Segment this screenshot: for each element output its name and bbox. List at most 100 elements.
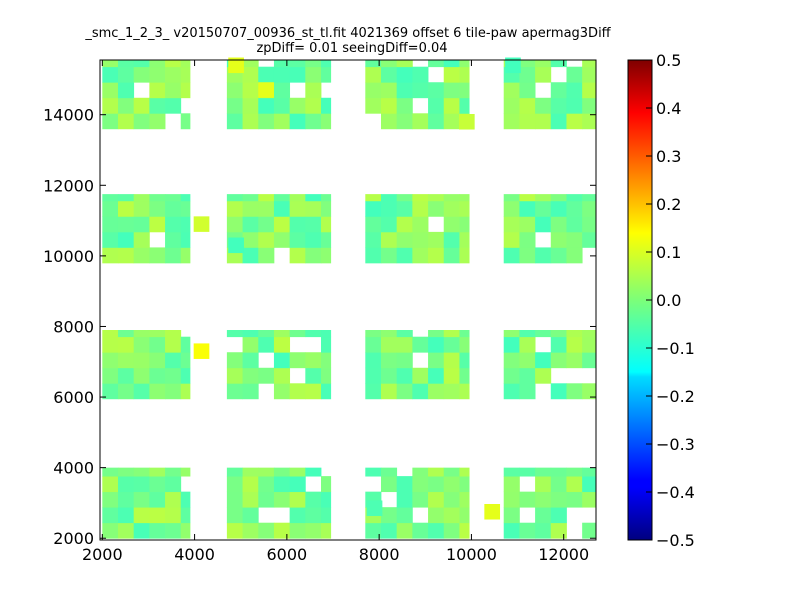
- heatmap-cell: [582, 476, 597, 493]
- y-tick-label: 4000: [53, 459, 94, 478]
- heatmap-cell: [165, 194, 182, 202]
- heatmap-cell: [365, 60, 382, 68]
- heatmap-cell: [226, 367, 243, 384]
- heatmap-cell: [428, 200, 445, 217]
- heatmap-cell: [519, 194, 536, 202]
- heatmap-cell: [305, 330, 322, 338]
- heatmap-cell: [102, 194, 119, 202]
- heatmap-cell: [380, 60, 398, 68]
- heatmap-cell: [149, 476, 166, 493]
- heatmap-cell: [165, 231, 182, 248]
- heatmap-cell: [133, 476, 150, 493]
- heatmap-cell: [550, 522, 567, 539]
- heatmap-cell: [582, 216, 597, 233]
- heatmap-cell: [273, 97, 291, 114]
- heatmap-cell: [459, 367, 470, 384]
- heatmap-cell: [305, 507, 322, 524]
- heatmap-cell: [365, 194, 382, 202]
- heatmap-cell: [566, 82, 583, 99]
- heatmap-cell: [459, 491, 470, 508]
- heatmap-cell-highlight: [193, 216, 210, 232]
- heatmap-cell: [443, 200, 460, 217]
- heatmap-cell: [550, 82, 567, 99]
- heatmap-cell: [273, 231, 291, 248]
- heatmap-cell: [380, 113, 398, 130]
- heatmap-cell: [503, 194, 520, 202]
- heatmap-cell: [102, 507, 119, 524]
- heatmap-cell: [117, 231, 135, 248]
- heatmap-cell: [535, 97, 552, 114]
- heatmap-cell: [133, 66, 150, 83]
- heatmap-cell: [289, 383, 306, 400]
- x-tick-label: 6000: [267, 545, 308, 564]
- heatmap-cell: [535, 522, 552, 539]
- heatmap-cell: [396, 336, 413, 353]
- heatmap-cell: [519, 367, 536, 384]
- heatmap-cell: [519, 231, 536, 248]
- heatmap-cell: [365, 522, 382, 539]
- heatmap-cell: [180, 367, 191, 384]
- heatmap-cell: [519, 247, 536, 264]
- heatmap-cell: [321, 476, 332, 493]
- heatmap-cell: [102, 522, 119, 539]
- x-tick-label: 12000: [538, 545, 589, 564]
- heatmap-cell: [396, 97, 413, 114]
- heatmap-cell: [242, 507, 259, 524]
- heatmap-cell: [117, 200, 135, 217]
- heatmap-cell: [428, 467, 445, 477]
- heatmap-cell: [305, 82, 322, 99]
- heatmap-cell: [443, 383, 460, 400]
- heatmap-cell: [396, 113, 413, 130]
- heatmap-cell-highlight: [484, 504, 501, 520]
- heatmap-cell: [165, 66, 182, 83]
- heatmap-cell-highlight: [458, 114, 475, 130]
- heatmap-cell: [305, 383, 322, 400]
- heatmap-cell: [258, 522, 275, 539]
- heatmap-cell: [443, 113, 460, 130]
- heatmap-cell: [380, 200, 398, 217]
- heatmap-cell: [535, 200, 552, 217]
- heatmap-cell: [289, 200, 306, 217]
- heatmap-cell: [519, 352, 536, 369]
- heatmap-cell: [165, 330, 182, 338]
- heatmap-cell: [149, 383, 166, 400]
- heatmap-cell: [443, 82, 460, 99]
- heatmap-cell: [519, 113, 536, 130]
- heatmap-cell: [289, 247, 306, 264]
- heatmap-cell: [305, 200, 322, 217]
- heatmap-cell: [133, 97, 150, 114]
- heatmap-cell: [519, 467, 536, 477]
- heatmap-cell: [133, 383, 150, 400]
- heatmap-cell: [519, 491, 536, 508]
- heatmap-cell: [503, 330, 520, 338]
- heatmap-cell: [226, 507, 243, 524]
- heatmap-cell: [165, 336, 182, 353]
- heatmap-cell: [566, 97, 583, 114]
- heatmap-cell: [102, 467, 119, 477]
- heatmap-cell: [289, 194, 306, 202]
- heatmap-cell: [102, 247, 119, 264]
- heatmap-cell: [321, 336, 332, 353]
- heatmap-cell: [396, 491, 413, 508]
- heatmap-cell: [321, 507, 332, 524]
- heatmap-cell: [149, 82, 166, 99]
- heatmap-cell: [133, 467, 150, 477]
- heatmap-cell: [396, 507, 413, 524]
- heatmap-cell: [396, 194, 413, 202]
- colorbar-tick-label: 0.4: [656, 99, 681, 118]
- heatmap-cell: [226, 82, 243, 99]
- heatmap-cell: [582, 82, 597, 99]
- heatmap-cell: [535, 216, 552, 233]
- heatmap-cell: [165, 200, 182, 217]
- heatmap-cell: [321, 383, 332, 400]
- heatmap-cell: [180, 247, 191, 264]
- heatmap-cell: [258, 336, 275, 353]
- heatmap-cell: [582, 200, 597, 217]
- heatmap-cell: [273, 383, 291, 400]
- heatmap-cell: [519, 336, 536, 353]
- heatmap-cell: [582, 113, 597, 130]
- heatmap-cell: [535, 367, 552, 384]
- heatmap-cell: [365, 330, 382, 338]
- x-tick-label: 10000: [446, 545, 497, 564]
- heatmap-cell: [443, 216, 460, 233]
